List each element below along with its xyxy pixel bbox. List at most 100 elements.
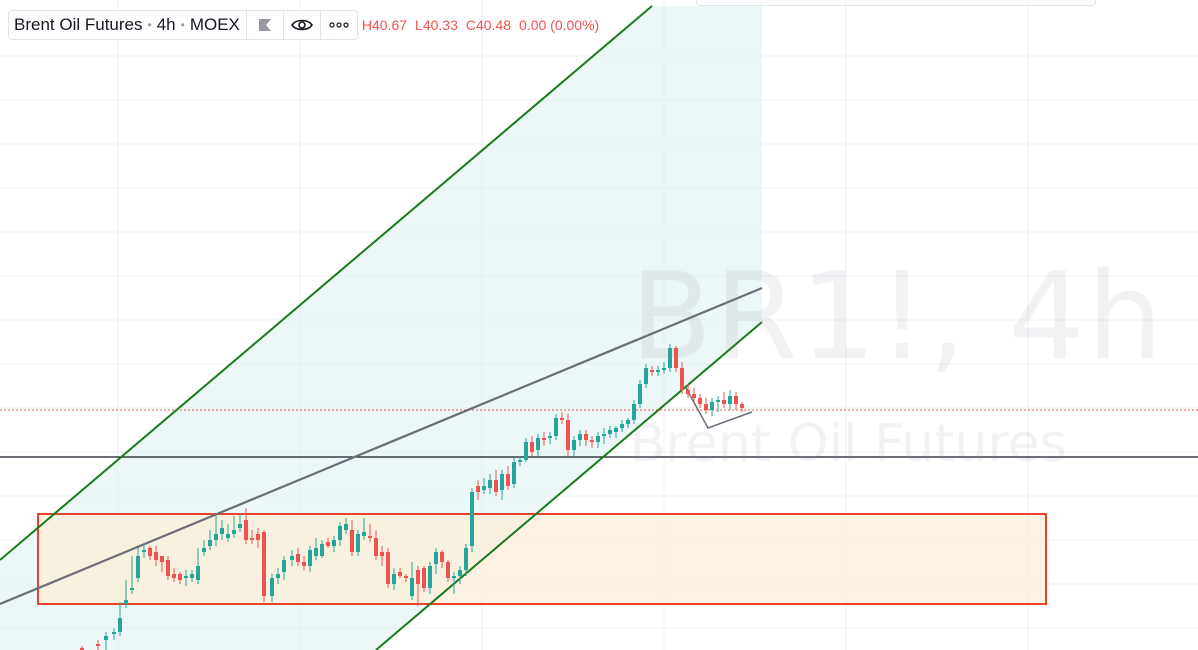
candle-body	[374, 538, 378, 556]
candle-body	[320, 544, 324, 556]
visibility-button[interactable]	[282, 11, 320, 39]
candle-body	[500, 474, 504, 490]
candle-body	[578, 434, 582, 440]
candle-body	[428, 566, 432, 588]
candle-body	[148, 548, 152, 556]
candle-body	[518, 460, 522, 462]
candle-body	[184, 576, 188, 578]
candle-body	[452, 576, 456, 578]
candle-body	[238, 524, 242, 528]
ohlc-change: 0.00 (0.00%)	[519, 17, 600, 33]
candle-body	[410, 578, 414, 596]
candle-body	[362, 532, 366, 536]
exchange-label: MOEX	[189, 15, 240, 34]
watermark-symbol: BR1!, 4h	[630, 248, 1165, 387]
candle-body	[178, 574, 182, 580]
candle-body	[190, 574, 194, 578]
candle-body	[314, 548, 318, 556]
candle-body	[368, 536, 372, 538]
candle-body	[572, 440, 576, 450]
channel-fill	[0, 6, 762, 650]
candle-body	[506, 474, 510, 486]
candle-body	[434, 552, 438, 564]
candle-body	[524, 442, 528, 460]
candle-body	[686, 390, 690, 394]
candle-body	[344, 524, 348, 530]
candle-body	[728, 396, 732, 404]
candle-body	[584, 434, 588, 440]
watermark-description: Brent Oil Futures	[630, 414, 1067, 474]
candle-body	[716, 400, 720, 402]
candle-body	[350, 530, 354, 552]
candle-body	[542, 438, 546, 440]
triangle-pattern	[685, 387, 753, 429]
candle-body	[488, 480, 492, 488]
more-dots-icon	[329, 22, 349, 28]
candle-body	[308, 550, 312, 566]
candle-body	[166, 560, 170, 576]
candle-body	[596, 436, 600, 442]
candle-body	[566, 420, 570, 450]
ohlc-low: L40.33	[415, 17, 458, 33]
candle-body	[656, 370, 660, 372]
ohlc-high: H40.67	[361, 17, 408, 33]
ohlc-close: C40.48	[465, 17, 512, 33]
candle-body	[196, 566, 200, 580]
candle-body	[386, 552, 390, 584]
candle-body	[692, 394, 696, 398]
candle-body	[226, 534, 230, 538]
candle-body	[476, 486, 480, 492]
candle-body	[398, 572, 402, 576]
candle-body	[464, 548, 468, 570]
candle-body	[650, 370, 654, 372]
symbol-title-box[interactable]: Brent Oil Futures • 4h • MOEX	[8, 10, 358, 40]
candle-body	[270, 578, 274, 596]
candle-body	[662, 368, 666, 370]
flag-button[interactable]	[245, 11, 283, 39]
more-button[interactable]	[319, 11, 357, 39]
candle-body	[698, 398, 702, 404]
interval-label[interactable]: 4h	[156, 15, 176, 34]
candle-body	[282, 560, 286, 572]
candle-body	[554, 418, 558, 436]
candle-body	[214, 534, 218, 540]
candle-body	[704, 404, 708, 410]
candle-body	[710, 402, 714, 410]
candle-body	[118, 618, 122, 632]
candle-body	[202, 548, 206, 552]
candle-body	[674, 348, 678, 368]
candle-body	[482, 486, 486, 490]
candle-body	[392, 574, 396, 584]
candle-body	[680, 368, 684, 390]
candle-body	[142, 550, 146, 552]
separator-dot: •	[147, 18, 152, 32]
channel-lower-line	[375, 321, 763, 650]
candle-body	[154, 552, 158, 560]
candle-body	[512, 462, 516, 484]
symbol-description[interactable]: Brent Oil Futures	[14, 15, 143, 34]
candle-body	[614, 428, 618, 432]
candle-body	[296, 554, 300, 562]
candle-body	[626, 420, 630, 424]
candle-body	[644, 368, 648, 384]
candle-body	[160, 556, 164, 562]
candle-body	[530, 442, 534, 452]
candle-body	[96, 644, 100, 646]
ohlc-values: H40.67 L40.33 C40.48 0.00 (0.00%)	[362, 17, 599, 33]
candle-body	[332, 540, 336, 546]
candle-body	[722, 400, 726, 404]
support-zone	[37, 513, 1047, 605]
candle-body	[380, 552, 384, 556]
candle-body	[136, 556, 140, 578]
candle-body	[220, 528, 224, 534]
candle-body	[112, 632, 116, 634]
candles-group	[80, 344, 744, 650]
candle-body	[416, 570, 420, 584]
candle-body	[244, 520, 248, 540]
candle-body	[470, 492, 474, 546]
top-toolbar-edge	[696, 0, 1096, 6]
candle-body	[446, 562, 450, 578]
candle-body	[440, 552, 444, 562]
